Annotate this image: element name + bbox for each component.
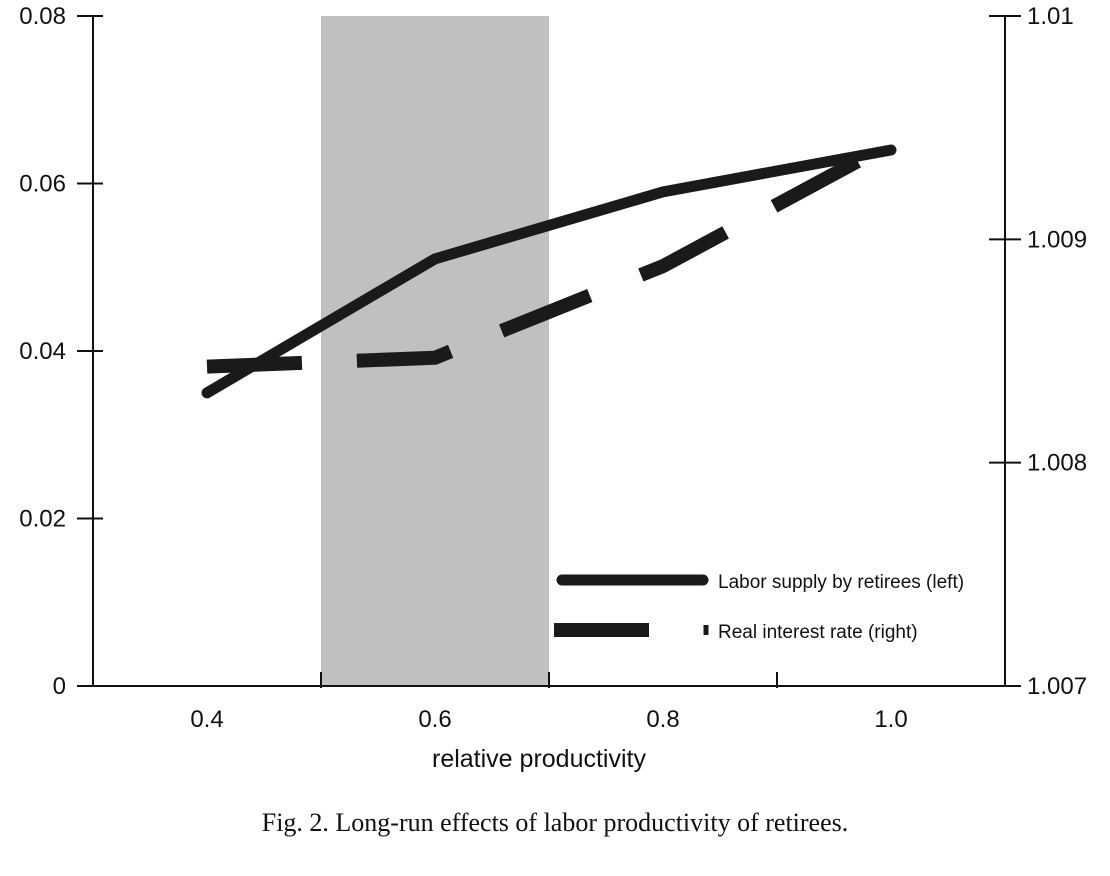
y-left-tick-label: 0.04 [19, 338, 66, 365]
y-left-tick-label: 0.02 [19, 506, 66, 533]
series-line-real-interest-rate [206, 137, 895, 374]
figure-caption: Fig. 2. Long-run effects of labor produc… [261, 808, 849, 837]
y-left-tick-label: 0.06 [19, 171, 66, 198]
x-tick-label: 0.4 [190, 706, 223, 733]
y-right-tick-label: 1.008 [1027, 450, 1087, 477]
x-tick-label: 1.0 [874, 706, 907, 733]
y-right-tick-label: 1.009 [1027, 226, 1087, 253]
tick-labels: 0 0.02 0.04 0.06 0.08 1.007 1.008 1.009 1.01 0.4 0… [19, 3, 1087, 733]
y-left-tick-label: 0.08 [19, 3, 66, 30]
axes [77, 15, 1021, 688]
legend: Labor supply by retirees (left) Real inte… [554, 572, 964, 643]
x-tick-label: 0.6 [418, 706, 451, 733]
series-layer [201, 137, 897, 399]
y-left-tick-label: 0 [53, 673, 66, 700]
series-line-labor-supply [201, 144, 897, 399]
y-right-tick-label: 1.007 [1027, 673, 1087, 700]
chart: 0 0.02 0.04 0.06 0.08 1.007 1.008 1.009 1.01 0.4 0… [19, 3, 1087, 773]
y-right-tick-label: 1.01 [1027, 3, 1074, 30]
x-tick-label: 0.8 [646, 706, 679, 733]
legend-label: Labor supply by retirees (left) [718, 572, 964, 593]
x-axis-title: relative productivity [432, 745, 646, 773]
legend-label: Real interest rate (right) [718, 622, 918, 643]
